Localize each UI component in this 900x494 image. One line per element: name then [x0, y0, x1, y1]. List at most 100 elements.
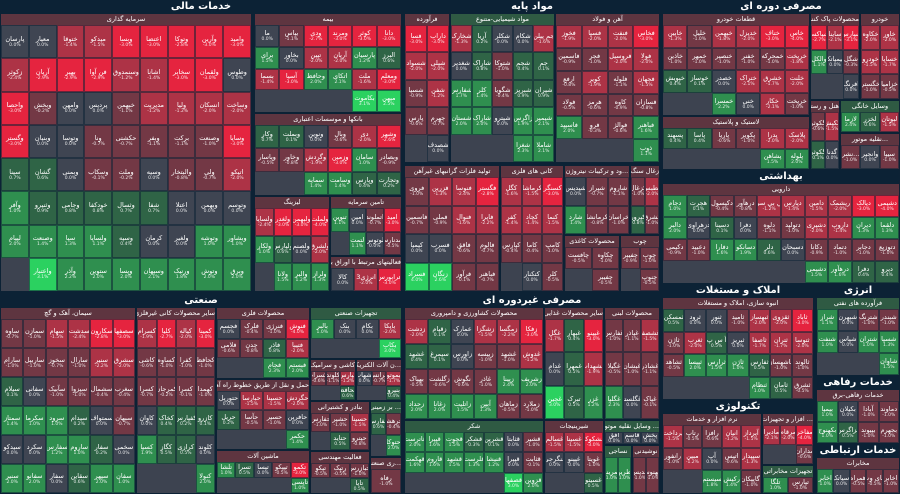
stock-tile[interactable]: سنیر -2.2% — [90, 348, 113, 377]
stock-tile[interactable]: قشکر 0.3% — [464, 432, 484, 453]
stock-tile[interactable]: زگلشت -0.6% — [428, 369, 451, 394]
stock-tile[interactable]: سخمی 0.0% — [112, 435, 135, 464]
stock-tile[interactable]: کاوه -0.9% — [607, 93, 634, 117]
stock-tile[interactable]: شارد 1.4% — [565, 205, 587, 234]
stock-tile[interactable]: کوثر -3.0% — [352, 25, 377, 47]
stock-tile[interactable]: خنی 0.0% — [736, 92, 761, 115]
group-title[interactable]: آهن و فولاد — [556, 14, 659, 25]
stock-tile[interactable]: دی -2.0% — [352, 125, 377, 149]
stock-tile[interactable]: خلیل -1.0% — [687, 25, 712, 48]
stock-tile[interactable]: فجام 2.3% — [263, 358, 286, 378]
stock-tile[interactable]: والکل 1.1% — [811, 49, 827, 75]
stock-tile[interactable]: غفارس -1.0% — [605, 319, 623, 353]
stock-tile[interactable]: شاروم -1.1% — [607, 177, 629, 206]
stock-tile[interactable]: سیدام 0.2% — [68, 406, 91, 435]
stock-tile[interactable]: کپارس -0.4% — [501, 234, 522, 263]
stock-tile[interactable]: وتوسا 0.0% — [56, 124, 85, 158]
stock-tile[interactable]: سمتواف 0.0% — [90, 406, 113, 435]
stock-tile[interactable]: کنما -1.5% — [542, 205, 563, 234]
group-title[interactable]: شکر — [405, 421, 543, 432]
stock-tile[interactable]: قثابت -0.1% — [523, 452, 543, 473]
stock-tile[interactable]: قاسم 0.0% — [623, 432, 641, 444]
stock-tile[interactable]: اخابر 1.0% — [817, 469, 834, 493]
stock-tile[interactable]: غدوش -1.2% — [520, 344, 543, 369]
stock-tile[interactable]: کسنگر -3.0% — [542, 177, 563, 206]
stock-tile[interactable]: حگردش -2.0% — [286, 391, 309, 411]
stock-tile[interactable]: ولغدر -3.0% — [273, 208, 292, 236]
stock-tile[interactable]: فبستم 2.0% — [286, 358, 309, 378]
stock-tile[interactable]: فخوز -1.9% — [556, 25, 582, 48]
stock-tile[interactable]: دکپسول -0.4% — [710, 195, 734, 217]
stock-tile[interactable]: بکاموت 3.1% — [352, 90, 377, 112]
stock-tile[interactable]: ثاباد -3.0% — [791, 309, 813, 332]
stock-tile[interactable]: های وب-0.5% — [866, 469, 883, 493]
group-title[interactable]: سیمان، آهک و گچ — [1, 308, 135, 319]
stock-tile[interactable]: کیاله -2.0% — [176, 319, 196, 348]
stock-tile[interactable]: ثتران -1.7% — [770, 331, 792, 354]
stock-tile[interactable]: غدام 0.0% — [545, 352, 565, 386]
stock-tile[interactable]: غسالم -1.5% — [545, 432, 565, 453]
stock-tile[interactable]: کگل -1.6% — [501, 177, 522, 206]
group-title[interactable]: سرمایه گذاری — [1, 14, 251, 25]
stock-tile[interactable]: قنیشا 1.2% — [483, 452, 504, 473]
stock-tile[interactable]: کرمانشا -0.8% — [586, 205, 608, 234]
stock-tile[interactable]: سفان 1.0% — [112, 464, 135, 493]
group-title[interactable]: چوب — [621, 236, 659, 247]
stock-tile[interactable]: وبهمن 0.0% — [195, 191, 224, 225]
stock-tile[interactable]: خابین -1.3% — [663, 25, 688, 48]
stock-tile[interactable]: حکمر 1.4% — [286, 429, 309, 449]
stock-tile[interactable]: کسرا -0.1% — [176, 377, 196, 406]
stock-tile[interactable]: وبرق 2.0% — [223, 257, 251, 291]
stock-tile[interactable]: سفانو 2.0% — [23, 464, 46, 493]
stock-tile[interactable]: فتیبا -2.0% — [286, 338, 309, 359]
stock-tile[interactable]: تیپکو -0.5% — [272, 462, 291, 478]
stock-tile[interactable]: خشرق -1.7% — [760, 70, 785, 93]
stock-tile[interactable]: ثبریز 0.0% — [727, 331, 749, 354]
stock-tile[interactable]: تایا 0.5% — [349, 478, 369, 493]
stock-tile[interactable]: رافزا -0.6% — [702, 425, 722, 448]
stock-tile[interactable]: ارفع -0.8% — [556, 70, 582, 94]
stock-tile[interactable]: حتاید 0.5% — [330, 431, 350, 450]
stock-tile[interactable]: بهپاک -0.5% — [405, 369, 428, 394]
stock-tile[interactable]: حتوریل 0.0% — [217, 391, 240, 411]
stock-tile[interactable]: واحصا -3.0% — [1, 91, 29, 125]
group-title[interactable]: مخابرات — [817, 458, 899, 469]
stock-tile[interactable]: خدیزل -2.0% — [736, 25, 761, 48]
stock-tile[interactable]: خکار -2.1% — [760, 92, 785, 115]
stock-tile[interactable]: فسرب 0.0% — [428, 234, 452, 263]
group-title[interactable]: ... بر زمینی — [371, 402, 401, 413]
stock-tile[interactable]: شاملا 2.1% — [533, 134, 554, 162]
stock-tile[interactable]: همراه -0.5% — [849, 469, 867, 493]
stock-tile[interactable]: سصفها -3.0% — [112, 319, 135, 348]
stock-tile[interactable]: حتوکا 2.0% — [386, 434, 401, 456]
stock-tile[interactable]: آریا 0.2% — [471, 25, 493, 53]
stock-tile[interactable]: بسما -1.4% — [255, 68, 280, 91]
stock-tile[interactable]: فاسمین -0.7% — [405, 205, 429, 234]
group-title[interactable]: کانی های فلزی — [501, 166, 563, 177]
stock-tile[interactable]: لپیام 2.0% — [1, 224, 29, 258]
stock-tile[interactable]: زحداد 2.0% — [405, 394, 428, 419]
stock-tile[interactable]: اتملوند -0.7% — [366, 208, 384, 232]
stock-tile[interactable]: شیران 0.9% — [533, 79, 554, 108]
stock-tile[interactable]: فاقق -0.6% — [452, 234, 476, 263]
stock-tile[interactable]: وآذر 2.2% — [56, 257, 85, 291]
stock-tile[interactable]: کمینا -3.0% — [195, 319, 215, 348]
stock-tile[interactable]: فاسپید 2.0% — [556, 116, 582, 140]
stock-tile[interactable]: تلشا 1.0% — [217, 462, 236, 478]
stock-tile[interactable]: فنرژی -1.0% — [263, 319, 286, 339]
stock-tile[interactable]: وزمین -3.0% — [328, 148, 353, 172]
stock-tile[interactable]: کساوه -1.0% — [156, 348, 176, 377]
stock-tile[interactable]: پلاسک -2.0% — [784, 128, 809, 149]
stock-tile[interactable]: کفر -1.4% — [501, 205, 522, 234]
stock-tile[interactable]: شاراک 0.8% — [471, 52, 493, 80]
stock-tile[interactable]: آریان -2.0% — [328, 46, 353, 69]
stock-tile[interactable]: زقیام 0.1% — [428, 319, 451, 344]
stock-tile[interactable]: غشکوکو-3.0% — [583, 432, 603, 453]
stock-tile[interactable]: سیلام 0.1% — [1, 377, 24, 406]
stock-tile[interactable]: مبین -1.2% — [682, 447, 703, 471]
stock-tile[interactable]: زبیسه -1.0% — [474, 344, 497, 369]
stock-tile[interactable]: وسپه 0.0% — [139, 158, 168, 192]
stock-tile[interactable]: هرمز -0.6% — [581, 93, 608, 117]
stock-tile[interactable]: سفانی 0.0% — [23, 377, 46, 406]
stock-tile[interactable]: تکمو -3.0% — [290, 462, 309, 478]
